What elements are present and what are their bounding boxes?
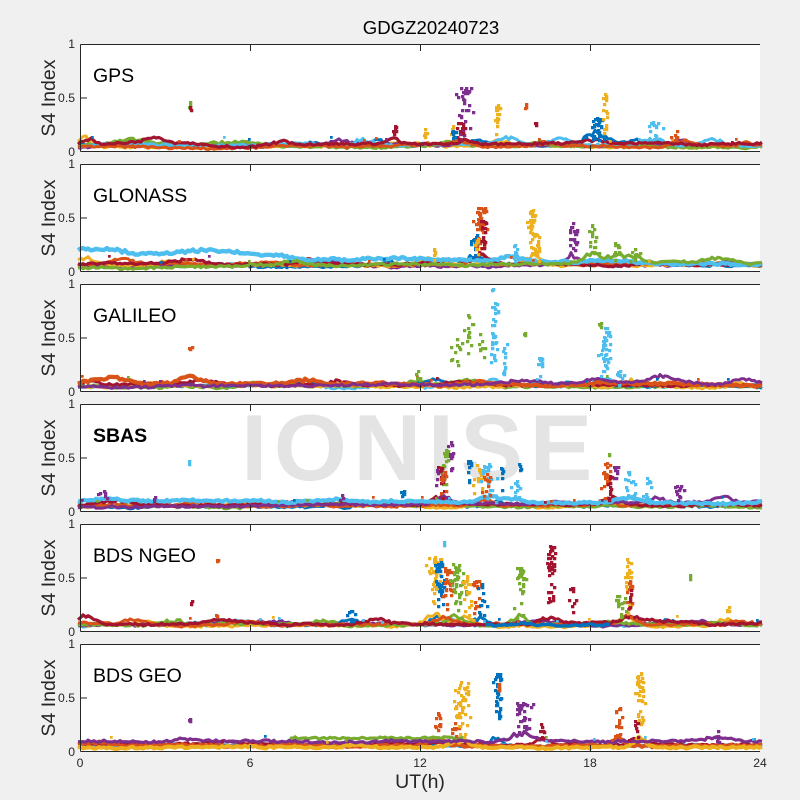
svg-text:0: 0 bbox=[68, 145, 75, 159]
svg-text:BDS GEO: BDS GEO bbox=[93, 665, 182, 687]
svg-text:S4 Index: S4 Index bbox=[38, 179, 60, 256]
svg-text:6: 6 bbox=[247, 756, 254, 770]
svg-text:24: 24 bbox=[753, 756, 767, 770]
svg-text:UT(h): UT(h) bbox=[395, 771, 445, 793]
svg-text:1: 1 bbox=[68, 397, 75, 411]
svg-text:SBAS: SBAS bbox=[93, 425, 147, 447]
svg-text:0.5: 0.5 bbox=[58, 571, 75, 585]
svg-text:0.5: 0.5 bbox=[58, 331, 75, 345]
svg-text:GALILEO: GALILEO bbox=[93, 305, 176, 327]
svg-text:0: 0 bbox=[68, 385, 75, 399]
svg-text:S4 Index: S4 Index bbox=[38, 59, 60, 136]
svg-text:0: 0 bbox=[68, 625, 75, 639]
svg-text:GDGZ20240723: GDGZ20240723 bbox=[363, 17, 499, 38]
svg-text:0.5: 0.5 bbox=[58, 691, 75, 705]
svg-text:1: 1 bbox=[68, 277, 75, 291]
svg-text:0.5: 0.5 bbox=[58, 211, 75, 225]
svg-text:0.5: 0.5 bbox=[58, 91, 75, 105]
svg-text:0: 0 bbox=[68, 265, 75, 279]
svg-text:S4 Index: S4 Index bbox=[38, 419, 60, 496]
svg-text:1: 1 bbox=[68, 157, 75, 171]
svg-text:0: 0 bbox=[68, 745, 75, 759]
svg-text:S4 Index: S4 Index bbox=[38, 299, 60, 376]
svg-text:BDS NGEO: BDS NGEO bbox=[93, 545, 196, 567]
svg-text:0: 0 bbox=[68, 505, 75, 519]
svg-text:18: 18 bbox=[583, 756, 597, 770]
svg-text:GPS: GPS bbox=[93, 65, 134, 87]
svg-text:1: 1 bbox=[68, 517, 75, 531]
svg-text:S4 Index: S4 Index bbox=[38, 659, 60, 736]
svg-text:0: 0 bbox=[77, 756, 84, 770]
svg-text:1: 1 bbox=[68, 637, 75, 651]
svg-text:1: 1 bbox=[68, 37, 75, 51]
svg-text:GLONASS: GLONASS bbox=[93, 185, 187, 207]
svg-text:12: 12 bbox=[413, 756, 427, 770]
svg-text:S4 Index: S4 Index bbox=[38, 539, 60, 616]
svg-text:IONISE: IONISE bbox=[241, 395, 599, 500]
svg-text:0.5: 0.5 bbox=[58, 451, 75, 465]
